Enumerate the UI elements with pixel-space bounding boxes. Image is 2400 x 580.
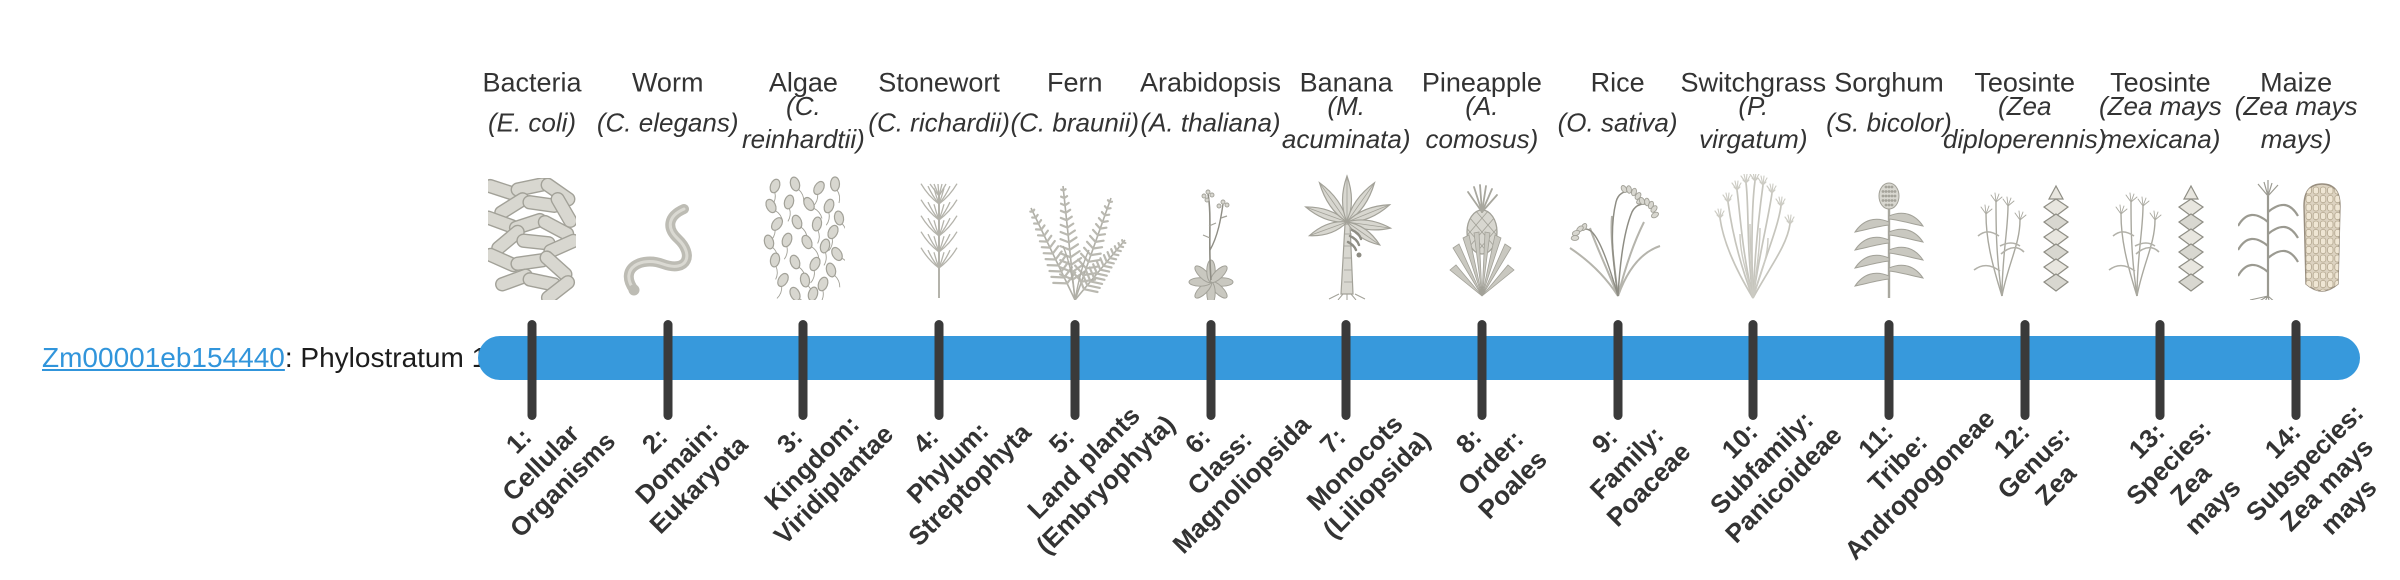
organism-scientific-name: (E. coli): [487, 107, 577, 138]
organism-scientific-name: (C. reinhardtii): [741, 91, 865, 154]
rice-icon: [1562, 176, 1674, 300]
stratum-tick: [934, 320, 944, 420]
stratum-label: 7: Monocots (Liliopsida): [1300, 408, 1437, 545]
stratum-tick: [798, 320, 808, 420]
gene-phylostratum-text: : Phylostratum 1: [284, 342, 488, 373]
organism-common-name: Sorghum: [1834, 67, 1944, 98]
organism-common-name: Worm: [631, 67, 704, 98]
organism-scientific-name: (C. braunii): [1010, 107, 1140, 138]
organism-scientific-name: (P. virgatum): [1699, 91, 1808, 154]
gene-id-link[interactable]: Zm00001eb154440: [42, 342, 285, 373]
maize-icon: [2237, 172, 2354, 306]
switchgrass-icon: [1710, 171, 1796, 300]
organism-scientific-name: (Zea mays mexicana): [2098, 91, 2222, 154]
stratum-tick: [1206, 320, 1215, 420]
organism-scientific-name: (A. thaliana): [1140, 107, 1281, 138]
organism-common-name: Teosinte: [1974, 67, 2075, 98]
stratum-tick: [1070, 320, 1080, 420]
organism-scientific-name: (S. bicolor): [1826, 107, 1952, 138]
stratum-label: 3: Kingdom: Viridiplantae: [758, 409, 900, 551]
organism-common-name: Pineapple: [1421, 67, 1542, 98]
stratum-label: 5: Land plants (Embryophyta): [1021, 400, 1181, 560]
organism-common-name: Banana: [1299, 67, 1393, 98]
stratum-label: 9: Family: Poaceae: [1583, 419, 1696, 533]
stonewort-icon: [911, 178, 967, 300]
organism-common-name: Arabidopsis: [1139, 67, 1282, 98]
stratum-tick: [1884, 320, 1894, 420]
stratum-label: 1: Cellular Organisms: [496, 418, 622, 544]
stratum-tick: [1613, 320, 1623, 420]
organism-scientific-name: (O. sativa): [1557, 107, 1678, 138]
stratum-label: 8: Order: Poales: [1449, 421, 1553, 525]
organism-scientific-name: (M. acuminata): [1281, 91, 1411, 154]
stratum-label: 4: Phylum: Streptophyta: [900, 415, 1037, 552]
organism-common-name: Rice: [1590, 67, 1645, 98]
organism-scientific-name: (Zea mays mays): [2234, 91, 2358, 154]
banana-icon: [1289, 172, 1403, 301]
stratum-label: 14: Subspecies: Zea mays mays: [2239, 397, 2383, 541]
organism-common-name: Algae: [768, 67, 838, 98]
organism-common-name: Stonewort: [878, 67, 1000, 98]
stratum-label: 2: Domain: Eukaryota: [628, 415, 754, 540]
stratum-tick: [1748, 320, 1758, 420]
teosinte-mexicana-icon: [2099, 176, 2221, 300]
stratum-tick: [663, 320, 673, 420]
algae-icon: [761, 176, 851, 314]
organism-common-name: Teosinte: [2110, 67, 2211, 98]
stratum-tick: [2020, 320, 2030, 420]
worm-icon: [618, 202, 718, 300]
organism-scientific-name: (C. elegans): [596, 107, 739, 138]
stratum-tick: [1477, 320, 1487, 420]
organism-scientific-name: (A. comosus): [1425, 91, 1539, 154]
stratum-tick: [527, 320, 537, 420]
fern-icon: [1019, 178, 1131, 301]
sorghum-icon: [1849, 176, 1929, 300]
organism-common-name: Fern: [1047, 67, 1103, 98]
organism-scientific-name: (C. richardii): [868, 107, 1010, 138]
organism-common-name: Bacteria: [482, 67, 582, 98]
organism-common-name: Switchgrass: [1680, 67, 1827, 98]
organism-scientific-name: (Zea diploperennis): [1943, 91, 2107, 154]
stratum-tick: [2155, 320, 2165, 420]
organism-common-name: Maize: [2260, 67, 2333, 98]
gene-label: Zm00001eb154440: Phylostratum 1: [42, 336, 487, 380]
stratum-tick: [1341, 320, 1351, 420]
arabidopsis-icon: [1176, 178, 1246, 305]
stratum-tick: [2291, 320, 2301, 420]
pineapple-icon: [1447, 176, 1517, 300]
timeline-bar: [478, 336, 2360, 380]
teosinte-diploperennis-icon: [1964, 176, 2086, 300]
bacteria-icon: [481, 177, 581, 305]
